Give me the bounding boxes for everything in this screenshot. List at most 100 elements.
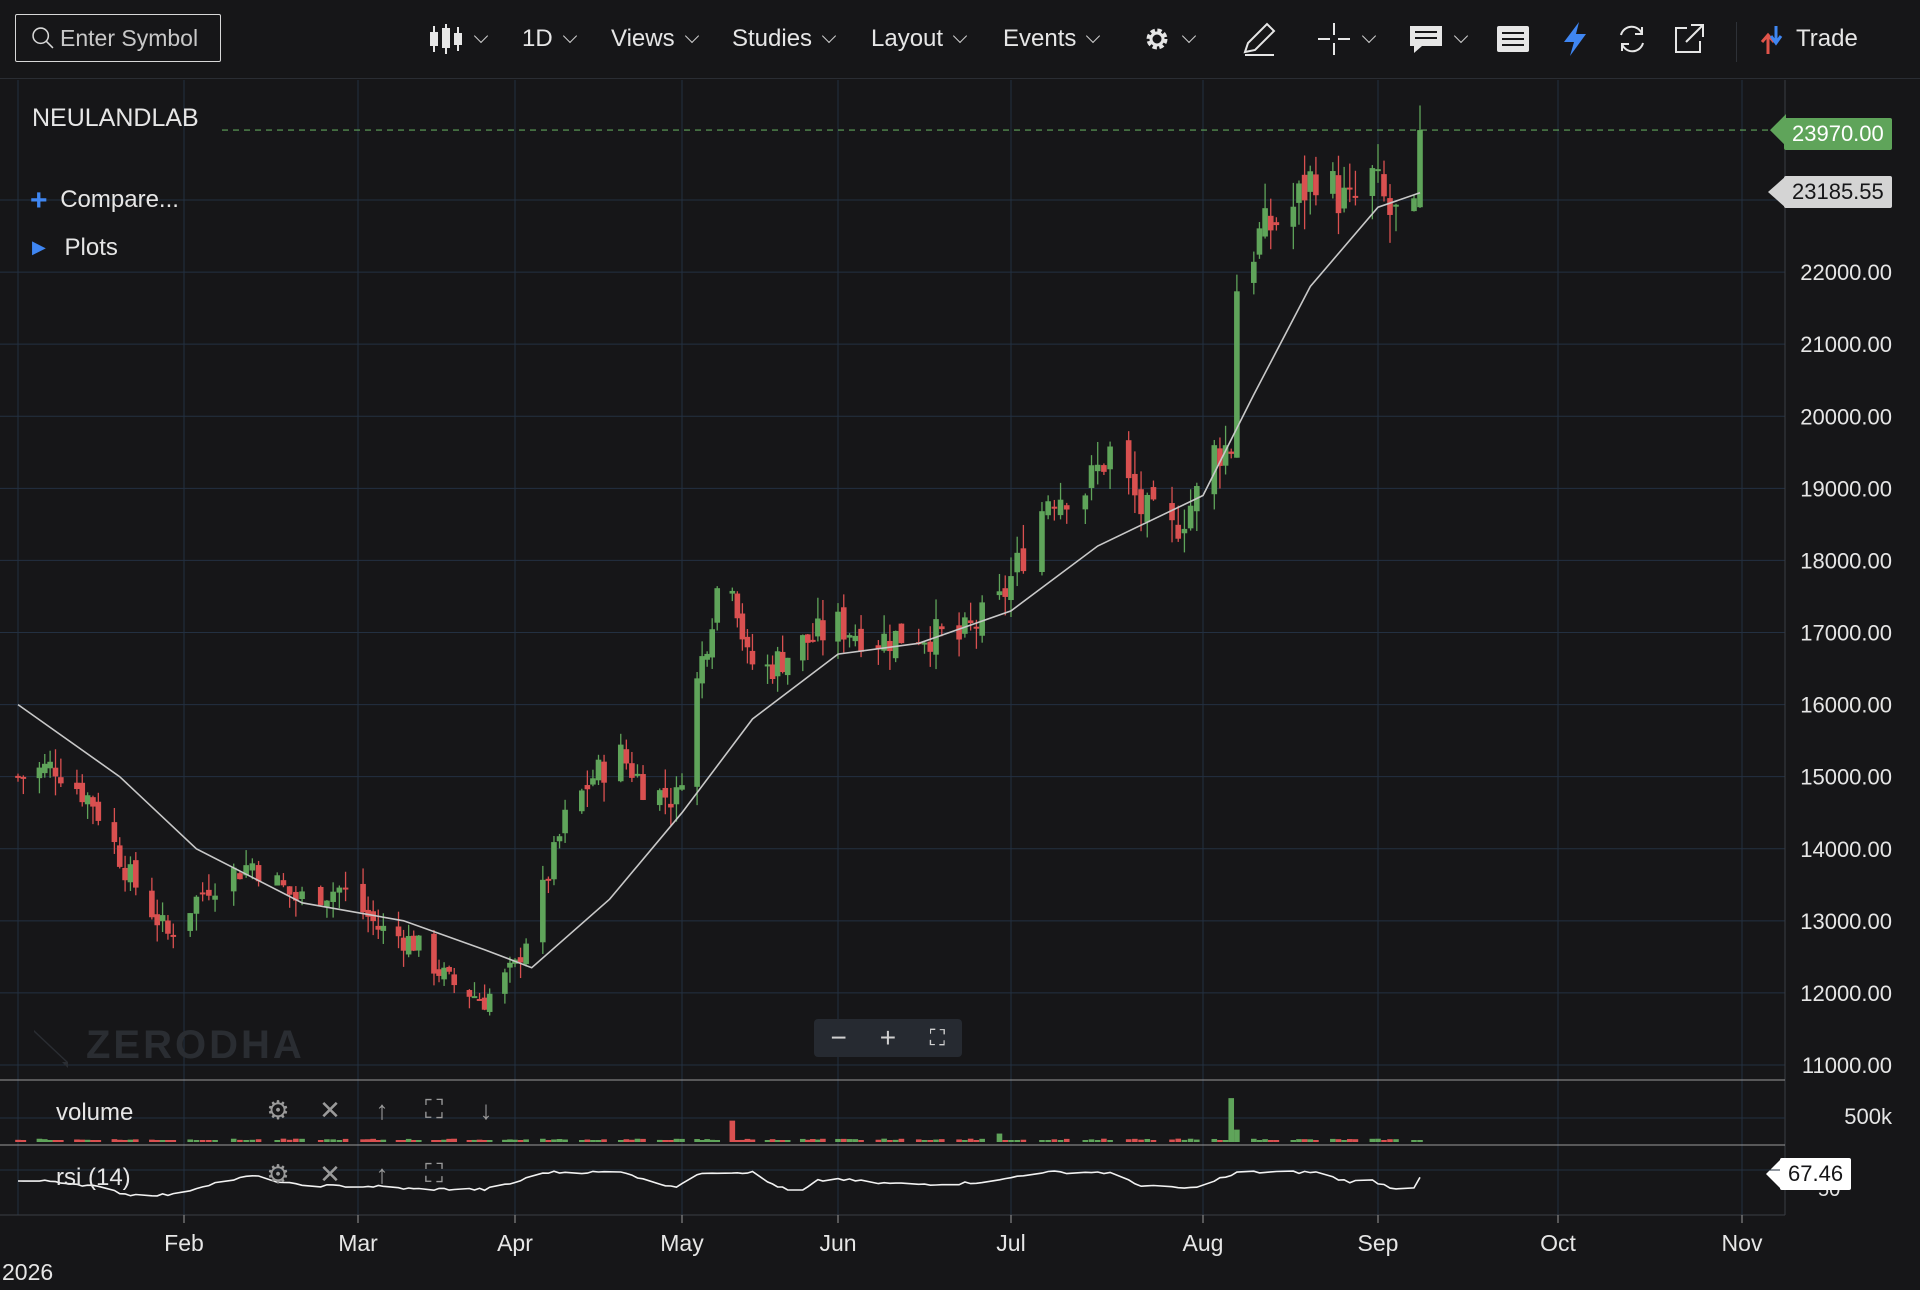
candle-body (1352, 195, 1359, 198)
candle-body (1150, 487, 1157, 500)
volume-bar (774, 1140, 781, 1142)
toolbar-separator (1736, 22, 1737, 62)
watchlist-button[interactable] (1496, 20, 1530, 58)
pane-close-icon[interactable]: ✕ (319, 1158, 341, 1189)
volume-bar (36, 1138, 43, 1142)
volume-bar (601, 1139, 607, 1142)
candle-body (15, 775, 21, 778)
trade-button[interactable]: Trade (1760, 20, 1858, 58)
candle-body (52, 767, 59, 777)
pane-close-icon[interactable]: ✕ (319, 1094, 341, 1125)
events-menu[interactable]: Events (1003, 20, 1101, 58)
candle-body (852, 635, 859, 642)
volume-bar (764, 1140, 771, 1142)
symbol-search-input[interactable] (60, 24, 220, 52)
volume-bar (1393, 1139, 1399, 1142)
chevron-down-icon (1361, 28, 1377, 44)
pencil-icon (1243, 22, 1276, 56)
popout-button[interactable] (1672, 20, 1706, 58)
interval-button[interactable]: 1D (522, 20, 577, 58)
volume-bar (1125, 1139, 1132, 1142)
volume-bar (1008, 1140, 1014, 1142)
candle-body (1094, 464, 1101, 472)
candle-body (1132, 473, 1138, 496)
volume-bar (921, 1140, 928, 1142)
volume-bar (898, 1138, 905, 1142)
annotation-button[interactable] (1408, 20, 1469, 58)
volume-bar (159, 1140, 166, 1142)
month-label: Mar (338, 1230, 378, 1256)
volume-bar (694, 1139, 700, 1142)
volume-bar (206, 1140, 212, 1142)
symbol-search[interactable] (15, 14, 221, 62)
volume-bar (1132, 1138, 1138, 1142)
volume-bar (1002, 1140, 1009, 1142)
volume-bar (784, 1140, 791, 1142)
volume-bar (579, 1140, 585, 1142)
compare-label: Compare... (60, 186, 179, 213)
volume-bar (170, 1140, 177, 1142)
volume-bar (400, 1140, 407, 1142)
candle-body (1290, 206, 1297, 227)
candle-body (79, 782, 86, 803)
compare-button[interactable]: + Compare... (30, 184, 179, 218)
last-price-pointer (1770, 114, 1786, 147)
time-axis[interactable]: Feb Mar Apr May Jun Jul Aug Sep Oct Nov 2026 (0, 1214, 1785, 1285)
pane-gear-icon[interactable]: ⚙ (266, 1158, 290, 1189)
draw-button[interactable] (1240, 20, 1278, 58)
candle-body (1169, 503, 1175, 521)
candle-body (1393, 204, 1399, 207)
volume-bar (1088, 1139, 1095, 1142)
flash-button[interactable] (1560, 20, 1590, 58)
settings-button[interactable] (1142, 20, 1197, 58)
candle-body (471, 996, 478, 999)
studies-menu[interactable]: Studies (732, 20, 837, 58)
layout-menu[interactable]: Layout (871, 20, 968, 58)
pane-move-up-icon[interactable]: ↑ (375, 1158, 389, 1189)
volume-bar (370, 1138, 376, 1142)
zoom-in-button[interactable]: + (879, 1022, 897, 1053)
pane-maximize-icon[interactable]: ⛶ (424, 1094, 444, 1124)
candle-body (243, 865, 249, 876)
volume-bar (749, 1139, 756, 1142)
pane-move-up-icon[interactable]: ↑ (375, 1094, 389, 1125)
rsi-value-pill: 67.46 (1780, 1158, 1852, 1190)
chart-type-button[interactable] (428, 20, 489, 58)
candle-body (623, 749, 630, 764)
crosshair-button[interactable] (1316, 20, 1377, 58)
candle-body (395, 926, 402, 937)
volume-bar (476, 1139, 483, 1142)
refresh-button[interactable] (1615, 20, 1649, 58)
candle-body (1107, 446, 1113, 470)
price-axis[interactable]: 11000.00 12000.00 13000.00 14000.00 15000.00… (1766, 80, 1892, 1215)
pane-gear-icon[interactable]: ⚙ (266, 1094, 290, 1125)
fit-screen-icon[interactable]: ⛶ (929, 1025, 946, 1050)
volume-bar (1144, 1138, 1151, 1142)
month-label: Jul (996, 1230, 1025, 1256)
volume-bar (1256, 1140, 1263, 1142)
trade-arrows-icon (1760, 26, 1783, 54)
candle-body (116, 845, 123, 867)
price-tick-label: 18000.00 (1800, 548, 1892, 573)
month-label: May (660, 1230, 704, 1256)
rsi-line (17, 1170, 1421, 1197)
price-chart[interactable]: ZERODHA 11000.00 12000.00 13000.00 14000.00… (0, 78, 1920, 1290)
volume-bar (668, 1140, 674, 1142)
views-menu[interactable]: Views (611, 20, 699, 58)
zoom-out-button[interactable]: − (830, 1022, 847, 1053)
candle-body (170, 934, 177, 937)
volume-bar (1330, 1138, 1336, 1142)
trade-label: Trade (1796, 25, 1858, 52)
rsi-pane-tools: ⚙ ✕ ↑ ⛶ (264, 1158, 472, 1190)
candle-body (476, 998, 483, 1001)
volume-bar (656, 1139, 663, 1142)
candle-body (898, 623, 905, 644)
pane-maximize-icon[interactable]: ⛶ (424, 1158, 444, 1188)
volume-bar (133, 1139, 139, 1142)
candle-body (764, 664, 771, 667)
volume-bar (79, 1139, 86, 1142)
candle-body (375, 925, 382, 930)
candle-body (704, 653, 710, 660)
pane-move-down-icon[interactable]: ↓ (479, 1094, 493, 1125)
plots-toggle[interactable]: ▶ Plots (32, 234, 118, 262)
